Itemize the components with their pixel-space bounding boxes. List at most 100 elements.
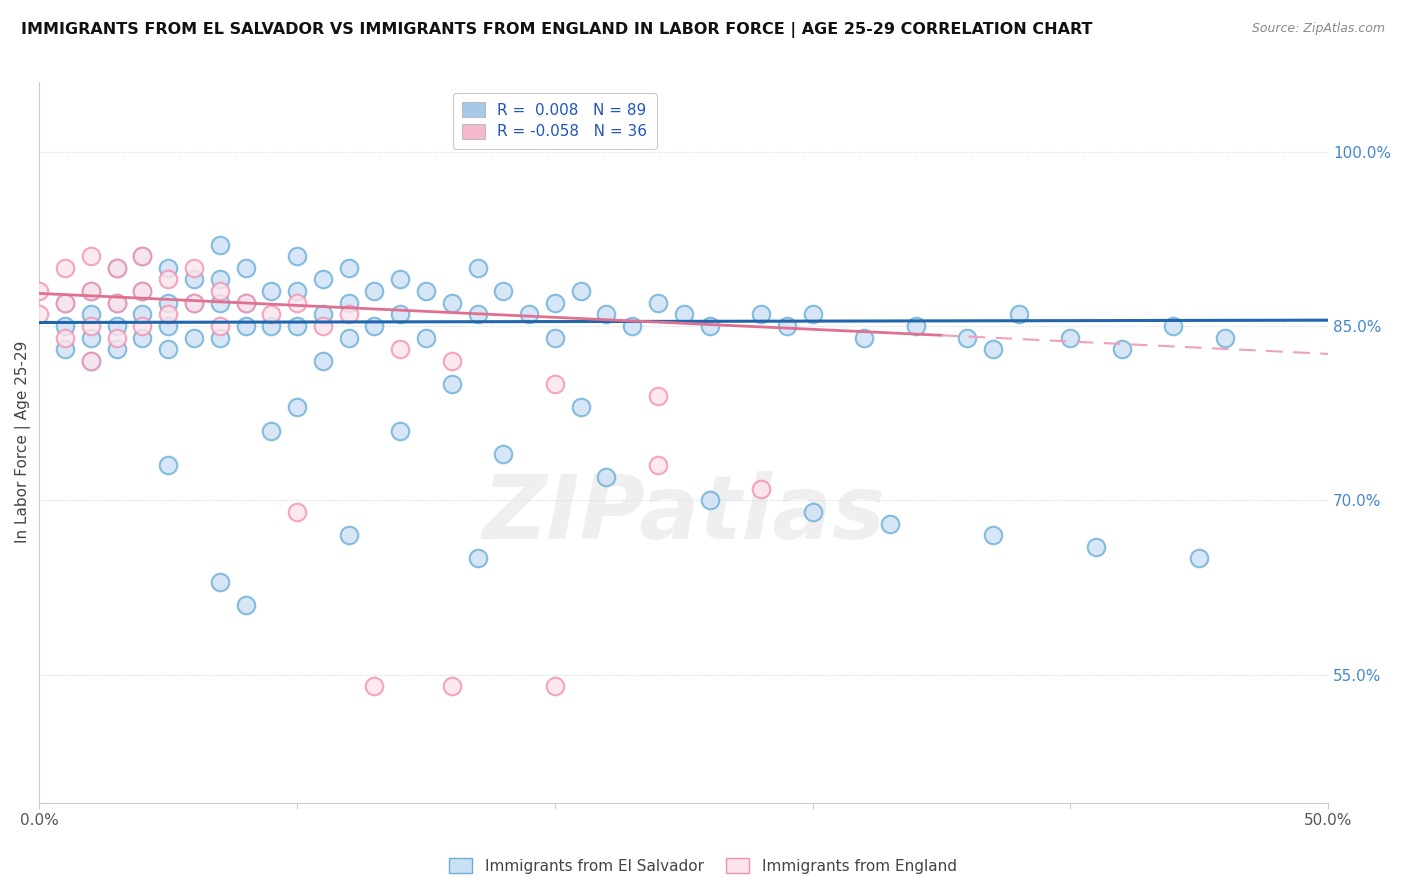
Point [389,272,412,286]
Point [1188,551,1211,566]
Point [312,307,335,321]
Point [105,343,128,357]
Point [956,330,979,344]
Point [749,482,772,496]
Point [776,318,799,333]
Point [647,295,669,310]
Point [80,284,103,298]
Point [131,284,153,298]
Point [415,284,437,298]
Legend: R =  0.008   N = 89, R = -0.058   N = 36: R = 0.008 N = 89, R = -0.058 N = 36 [453,93,657,149]
Point [53,260,76,275]
Point [517,307,540,321]
Point [312,272,335,286]
Point [53,295,76,310]
Point [235,260,257,275]
Point [569,284,592,298]
Point [53,318,76,333]
Point [157,318,180,333]
Point [208,295,231,310]
Point [544,377,567,392]
Y-axis label: In Labor Force | Age 25-29: In Labor Force | Age 25-29 [15,341,31,543]
Point [647,458,669,473]
Point [337,528,360,542]
Point [1085,540,1108,554]
Point [53,343,76,357]
Point [415,330,437,344]
Point [53,295,76,310]
Point [569,401,592,415]
Point [595,470,617,484]
Point [131,249,153,263]
Point [260,284,283,298]
Point [285,401,308,415]
Point [801,307,824,321]
Point [105,295,128,310]
Point [131,284,153,298]
Point [1059,330,1081,344]
Text: IMMIGRANTS FROM EL SALVADOR VS IMMIGRANTS FROM ENGLAND IN LABOR FORCE | AGE 25-2: IMMIGRANTS FROM EL SALVADOR VS IMMIGRANT… [21,22,1092,38]
Point [235,295,257,310]
Point [157,295,180,310]
Point [105,330,128,344]
Point [699,318,721,333]
Point [208,330,231,344]
Point [981,343,1004,357]
Point [80,354,103,368]
Point [131,318,153,333]
Point [981,528,1004,542]
Point [337,260,360,275]
Point [157,260,180,275]
Point [183,330,205,344]
Point [904,318,927,333]
Point [105,260,128,275]
Point [105,295,128,310]
Point [28,284,51,298]
Point [492,284,515,298]
Point [337,330,360,344]
Point [131,330,153,344]
Point [260,424,283,438]
Point [260,307,283,321]
Point [337,307,360,321]
Point [131,307,153,321]
Point [699,493,721,508]
Point [105,318,128,333]
Point [183,260,205,275]
Point [80,249,103,263]
Point [544,679,567,693]
Text: Source: ZipAtlas.com: Source: ZipAtlas.com [1251,22,1385,36]
Point [208,284,231,298]
Point [183,295,205,310]
Legend: Immigrants from El Salvador, Immigrants from England: Immigrants from El Salvador, Immigrants … [443,852,963,880]
Point [672,307,695,321]
Point [105,260,128,275]
Point [235,318,257,333]
Point [285,249,308,263]
Point [492,447,515,461]
Point [28,307,51,321]
Text: ZIPatlas: ZIPatlas [482,471,886,558]
Point [183,295,205,310]
Point [208,272,231,286]
Point [157,272,180,286]
Point [647,389,669,403]
Point [1213,330,1236,344]
Point [389,424,412,438]
Point [337,295,360,310]
Point [80,330,103,344]
Point [467,551,489,566]
Point [80,284,103,298]
Point [389,307,412,321]
Point [235,295,257,310]
Point [363,284,385,298]
Point [544,295,567,310]
Point [801,505,824,519]
Point [879,516,901,531]
Point [208,574,231,589]
Point [157,458,180,473]
Point [208,237,231,252]
Point [440,377,463,392]
Point [285,295,308,310]
Point [312,354,335,368]
